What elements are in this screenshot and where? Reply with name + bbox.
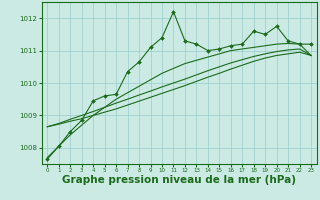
X-axis label: Graphe pression niveau de la mer (hPa): Graphe pression niveau de la mer (hPa): [62, 175, 296, 185]
